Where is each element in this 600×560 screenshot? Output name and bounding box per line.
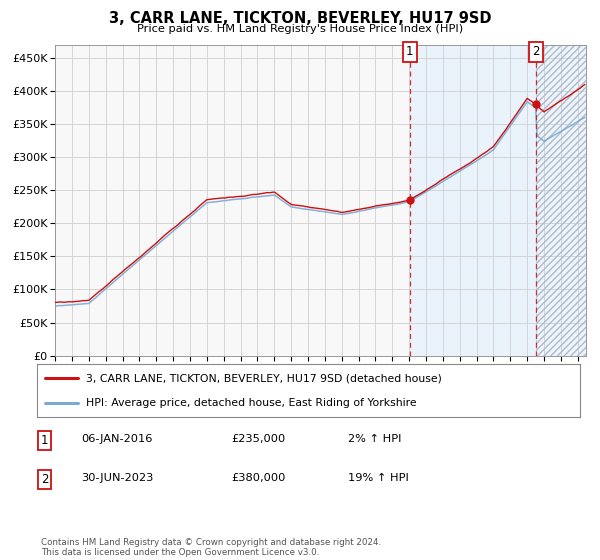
Text: Contains HM Land Registry data © Crown copyright and database right 2024.
This d: Contains HM Land Registry data © Crown c… — [41, 538, 381, 557]
Text: 2: 2 — [41, 473, 49, 486]
Text: 1: 1 — [41, 434, 49, 447]
Text: 06-JAN-2016: 06-JAN-2016 — [81, 434, 152, 444]
Text: 2% ↑ HPI: 2% ↑ HPI — [348, 434, 401, 444]
Text: 2: 2 — [532, 45, 539, 58]
Text: 30-JUN-2023: 30-JUN-2023 — [81, 473, 154, 483]
Text: HPI: Average price, detached house, East Riding of Yorkshire: HPI: Average price, detached house, East… — [86, 398, 416, 408]
Text: Price paid vs. HM Land Registry's House Price Index (HPI): Price paid vs. HM Land Registry's House … — [137, 24, 463, 34]
Text: £380,000: £380,000 — [231, 473, 286, 483]
Text: 3, CARR LANE, TICKTON, BEVERLEY, HU17 9SD: 3, CARR LANE, TICKTON, BEVERLEY, HU17 9S… — [109, 11, 491, 26]
Text: £235,000: £235,000 — [231, 434, 285, 444]
Text: 3, CARR LANE, TICKTON, BEVERLEY, HU17 9SD (detached house): 3, CARR LANE, TICKTON, BEVERLEY, HU17 9S… — [86, 374, 442, 384]
Bar — [536, 45, 586, 356]
Text: 1: 1 — [406, 45, 413, 58]
Bar — [410, 45, 536, 356]
Text: 19% ↑ HPI: 19% ↑ HPI — [348, 473, 409, 483]
